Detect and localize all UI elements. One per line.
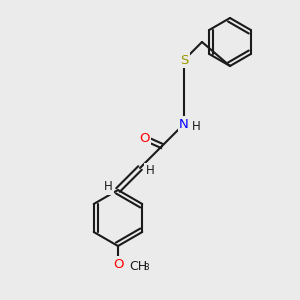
Text: H: H bbox=[146, 164, 154, 178]
Text: O: O bbox=[113, 257, 123, 271]
Text: CH: CH bbox=[129, 260, 147, 272]
Text: H: H bbox=[192, 121, 200, 134]
Text: S: S bbox=[180, 53, 188, 67]
Text: N: N bbox=[179, 118, 189, 130]
Text: H: H bbox=[103, 181, 112, 194]
Text: 3: 3 bbox=[143, 263, 149, 272]
Text: O: O bbox=[139, 131, 149, 145]
